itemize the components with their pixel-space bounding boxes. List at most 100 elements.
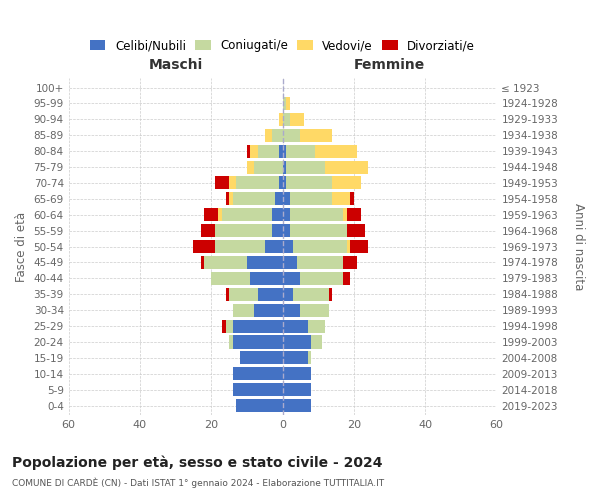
Bar	[215, 224, 272, 237]
Bar	[283, 320, 308, 332]
Bar	[347, 240, 350, 253]
Bar	[204, 256, 247, 269]
Text: Femmine: Femmine	[354, 58, 425, 72]
Bar	[233, 192, 275, 205]
Bar	[272, 224, 283, 237]
Bar	[283, 97, 286, 110]
Bar	[233, 336, 283, 348]
Bar	[283, 176, 286, 190]
Bar	[283, 192, 290, 205]
Bar	[215, 176, 229, 190]
Bar	[229, 192, 233, 205]
Bar	[204, 208, 218, 222]
Bar	[218, 208, 222, 222]
Text: Popolazione per età, sesso e stato civile - 2024: Popolazione per età, sesso e stato civil…	[12, 455, 383, 469]
Bar	[325, 160, 368, 173]
Bar	[314, 144, 358, 158]
Bar	[283, 256, 297, 269]
Bar	[290, 113, 304, 126]
Bar	[283, 144, 286, 158]
Bar	[286, 97, 290, 110]
Text: COMUNE DI CARDÈ (CN) - Dati ISTAT 1° gennaio 2024 - Elaborazione TUTTITALIA.IT: COMUNE DI CARDÈ (CN) - Dati ISTAT 1° gen…	[12, 478, 384, 488]
Bar	[200, 256, 204, 269]
Bar	[265, 240, 283, 253]
Bar	[347, 208, 361, 222]
Bar	[233, 304, 254, 316]
Bar	[283, 336, 311, 348]
Bar	[293, 240, 347, 253]
Bar	[254, 304, 283, 316]
Bar	[283, 272, 301, 285]
Bar	[343, 256, 358, 269]
Bar	[347, 224, 365, 237]
Bar	[272, 128, 283, 142]
Bar	[226, 320, 233, 332]
Bar	[286, 176, 332, 190]
Bar	[301, 304, 329, 316]
Bar	[222, 208, 272, 222]
Bar	[283, 368, 311, 380]
Bar	[293, 288, 329, 301]
Bar	[350, 240, 368, 253]
Bar	[275, 192, 283, 205]
Bar	[215, 240, 265, 253]
Bar	[279, 113, 283, 126]
Bar	[332, 192, 350, 205]
Bar	[247, 160, 254, 173]
Bar	[229, 176, 236, 190]
Bar	[301, 272, 343, 285]
Bar	[226, 288, 229, 301]
Bar	[250, 144, 257, 158]
Bar	[283, 113, 290, 126]
Bar	[290, 192, 332, 205]
Bar	[229, 336, 233, 348]
Bar	[236, 176, 279, 190]
Bar	[250, 272, 283, 285]
Bar	[311, 336, 322, 348]
Bar	[211, 272, 250, 285]
Bar	[247, 144, 250, 158]
Bar	[233, 368, 283, 380]
Bar	[332, 176, 361, 190]
Bar	[343, 272, 350, 285]
Bar	[233, 383, 283, 396]
Bar	[272, 208, 283, 222]
Bar	[200, 224, 215, 237]
Text: Maschi: Maschi	[149, 58, 203, 72]
Bar	[279, 144, 283, 158]
Bar	[308, 320, 325, 332]
Bar	[279, 176, 283, 190]
Bar	[283, 128, 301, 142]
Bar	[283, 208, 290, 222]
Bar	[283, 304, 301, 316]
Bar	[283, 352, 308, 364]
Bar	[297, 256, 343, 269]
Bar	[233, 320, 283, 332]
Bar	[343, 208, 347, 222]
Bar	[257, 144, 279, 158]
Bar	[283, 240, 293, 253]
Bar	[290, 224, 347, 237]
Bar	[350, 192, 354, 205]
Bar	[301, 128, 332, 142]
Bar	[283, 288, 293, 301]
Bar	[247, 256, 283, 269]
Y-axis label: Fasce di età: Fasce di età	[15, 212, 28, 282]
Bar	[193, 240, 215, 253]
Bar	[283, 160, 286, 173]
Bar	[229, 288, 257, 301]
Legend: Celibi/Nubili, Coniugati/e, Vedovi/e, Divorziati/e: Celibi/Nubili, Coniugati/e, Vedovi/e, Di…	[88, 36, 478, 54]
Bar	[308, 352, 311, 364]
Bar	[222, 320, 226, 332]
Bar	[240, 352, 283, 364]
Bar	[226, 192, 229, 205]
Bar	[257, 288, 283, 301]
Bar	[283, 383, 311, 396]
Bar	[254, 160, 283, 173]
Bar	[236, 399, 283, 412]
Y-axis label: Anni di nascita: Anni di nascita	[572, 203, 585, 290]
Bar	[286, 144, 314, 158]
Bar	[265, 128, 272, 142]
Bar	[286, 160, 325, 173]
Bar	[329, 288, 332, 301]
